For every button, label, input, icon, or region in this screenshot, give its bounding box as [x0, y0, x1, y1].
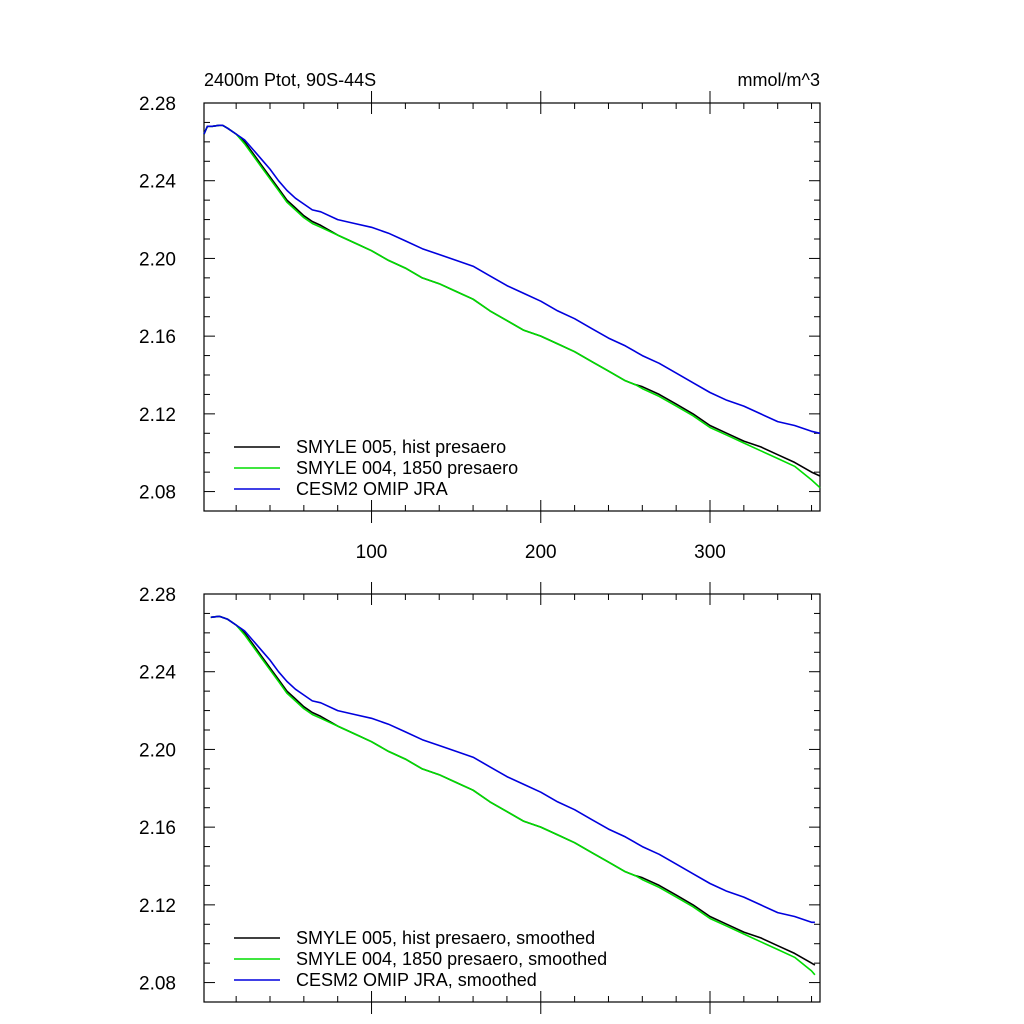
bottom-series-line-0 [210, 615, 816, 966]
bottom-legend-label-1: SMYLE 004, 1850 presaero, smoothed [296, 949, 607, 969]
top-panel-axes: 2.08 2.12 2.16 2.20 2.24 2.28 100 200 300 [139, 91, 821, 563]
bottom-series-line-1 [210, 615, 816, 976]
bottom-y-tick-label: 2.08 [139, 974, 176, 995]
top-x-tick-label: 200 [525, 542, 557, 563]
bottom-panel-series [210, 615, 816, 976]
top-series-line-1 [203, 124, 821, 489]
bottom-y-tick-label: 2.28 [139, 585, 176, 606]
top-legend-label-2: CESM2 OMIP JRA [296, 479, 448, 499]
top-legend-label-0: SMYLE 005, hist presaero [296, 437, 506, 457]
bottom-legend-label-0: SMYLE 005, hist presaero, smoothed [296, 928, 595, 948]
top-panel-series [203, 124, 821, 489]
top-y-tick-label: 2.20 [139, 249, 176, 270]
top-series-line-0 [203, 124, 821, 477]
bottom-y-tick-label: 2.12 [139, 896, 176, 917]
top-y-tick-label: 2.28 [139, 94, 176, 115]
bottom-series-line-2 [210, 615, 815, 924]
top-y-tick-label: 2.08 [139, 483, 176, 504]
top-plot-frame [203, 102, 821, 512]
bottom-plot-frame [203, 593, 821, 1003]
top-y-tick-label: 2.24 [139, 172, 176, 193]
top-legend-label-1: SMYLE 004, 1850 presaero [296, 458, 518, 478]
bottom-y-tick-label: 2.20 [139, 740, 176, 761]
bottom-legend-label-2: CESM2 OMIP JRA, smoothed [296, 970, 537, 990]
top-panel: 2400m Ptot, 90S-44S mmol/m^3 2.08 2.12 2.1… [139, 70, 821, 563]
bottom-panel-axes: 2.08 2.12 2.16 2.20 2.24 2.28 [139, 582, 821, 1014]
bottom-panel: 2.08 2.12 2.16 2.20 2.24 2.28 SMYLE 005, hist… [139, 582, 821, 1014]
top-panel-title: 2400m Ptot, 90S-44S [204, 70, 376, 90]
bottom-y-tick-label: 2.16 [139, 818, 176, 839]
top-panel-units: mmol/m^3 [738, 70, 820, 90]
bottom-panel-legend: SMYLE 005, hist presaero, smoothedSMYLE … [234, 928, 607, 990]
top-y-tick-label: 2.16 [139, 327, 176, 348]
top-series-line-2 [203, 124, 821, 435]
top-y-tick-label: 2.12 [139, 405, 176, 426]
top-x-tick-label: 300 [694, 542, 726, 563]
top-x-tick-label: 100 [356, 542, 388, 563]
bottom-y-tick-label: 2.24 [139, 663, 176, 684]
